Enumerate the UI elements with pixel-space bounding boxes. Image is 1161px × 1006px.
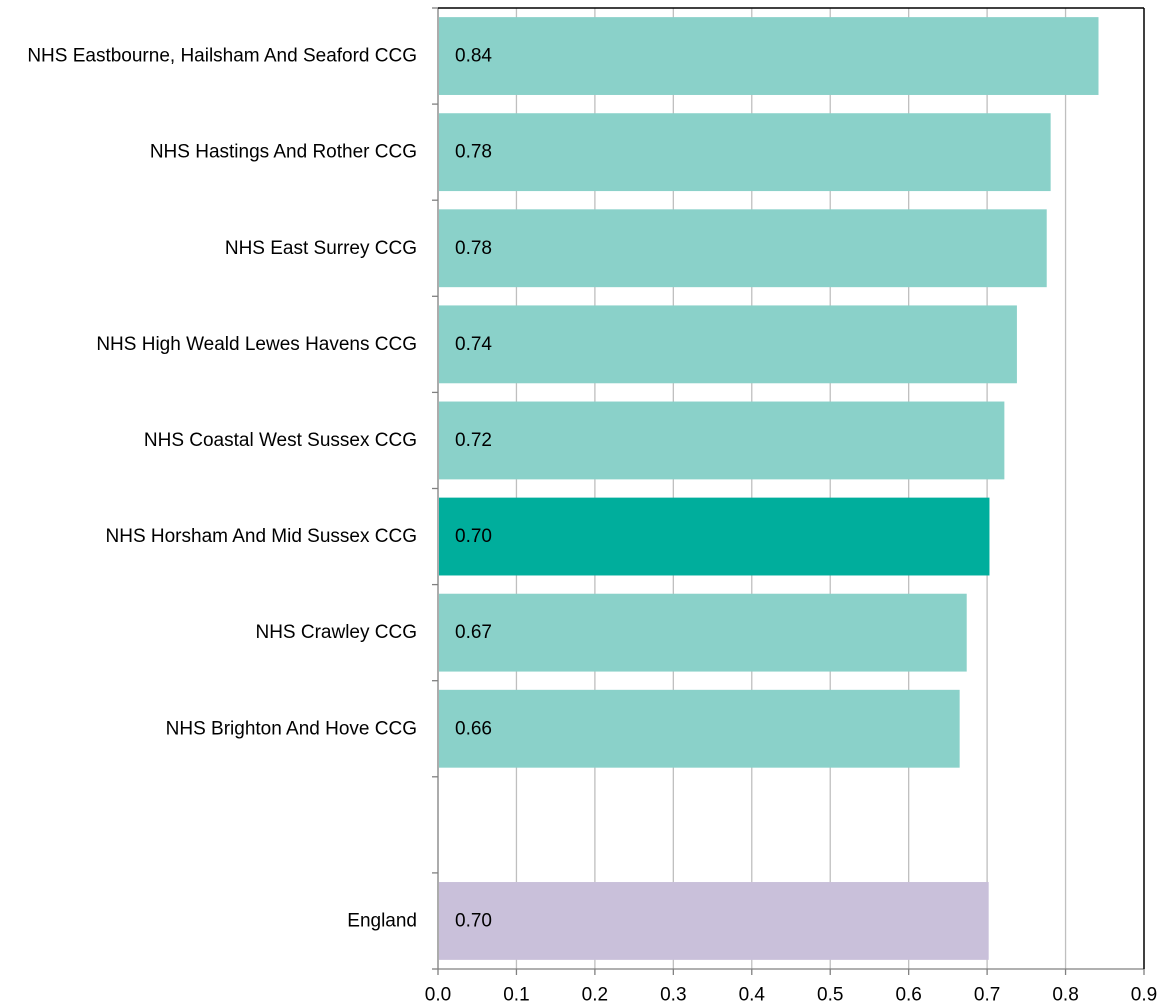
x-tick-label: 0.5 bbox=[817, 985, 843, 1006]
bar bbox=[439, 401, 1005, 480]
bar-value-label: 0.67 bbox=[455, 622, 492, 643]
category-label: NHS Hastings And Rother CCG bbox=[150, 142, 417, 163]
bar-value-label: 0.74 bbox=[455, 334, 492, 355]
category-label: England bbox=[347, 910, 417, 931]
bar-value-label: 0.66 bbox=[455, 718, 492, 739]
bar bbox=[439, 689, 960, 768]
category-label: NHS Eastbourne, Hailsham And Seaford CCG bbox=[27, 46, 417, 67]
bar bbox=[439, 17, 1099, 95]
bar bbox=[439, 305, 1017, 384]
x-tick-label: 0.9 bbox=[1131, 985, 1157, 1006]
x-tick-labels: 0.0 0.1 0.2 0.3 0.4 0.5 0.6 0.7 0.8 0.9 bbox=[425, 985, 1157, 1006]
bars: 0.84 0.78 0.78 0.74 0.72 0.70 0.67 0.66 0.70 bbox=[439, 17, 1099, 960]
category-label: NHS Crawley CCG bbox=[255, 622, 417, 643]
bar-value-label: 0.78 bbox=[455, 238, 492, 259]
x-tick-label: 0.3 bbox=[660, 985, 686, 1006]
category-label: NHS East Surrey CCG bbox=[225, 238, 417, 259]
x-tick-label: 0.1 bbox=[503, 985, 529, 1006]
bar bbox=[439, 113, 1051, 192]
axes bbox=[432, 7, 1145, 975]
bar bbox=[439, 497, 990, 576]
bar-value-label: 0.72 bbox=[455, 430, 492, 451]
bar-value-label: 0.70 bbox=[455, 526, 492, 547]
x-tick-label: 0.7 bbox=[974, 985, 1000, 1006]
category-label: NHS Coastal West Sussex CCG bbox=[144, 430, 417, 451]
category-labels: NHS Eastbourne, Hailsham And Seaford CCG… bbox=[27, 46, 417, 932]
category-label: NHS Horsham And Mid Sussex CCG bbox=[106, 526, 418, 547]
x-tick-label: 0.0 bbox=[425, 985, 451, 1006]
category-label: NHS Brighton And Hove CCG bbox=[166, 718, 417, 739]
x-tick-label: 0.8 bbox=[1052, 985, 1078, 1006]
bar-value-label: 0.78 bbox=[455, 142, 492, 163]
bar bbox=[439, 882, 989, 960]
bar bbox=[439, 593, 967, 672]
bar-value-label: 0.70 bbox=[455, 910, 492, 931]
bar bbox=[439, 209, 1047, 288]
x-tick-label: 0.4 bbox=[739, 985, 766, 1006]
category-label: NHS High Weald Lewes Havens CCG bbox=[96, 334, 417, 355]
bar-value-label: 0.84 bbox=[455, 46, 492, 67]
x-tick-label: 0.6 bbox=[895, 985, 921, 1006]
x-tick-label: 0.2 bbox=[582, 985, 608, 1006]
